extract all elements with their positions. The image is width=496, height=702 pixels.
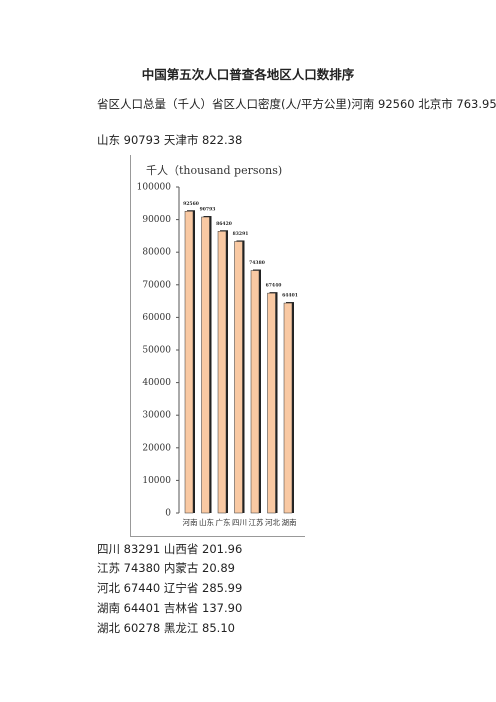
- text-line: 四川 83291 山西省 201.96: [97, 542, 243, 556]
- x-tick-label: 湖南: [282, 517, 297, 527]
- paragraph: 山东 90793 天津市 822.38: [97, 133, 243, 147]
- y-tick-label: 30000: [142, 411, 171, 421]
- y-tick-label: 0: [165, 509, 171, 519]
- x-tick-label: 江苏: [249, 517, 264, 527]
- x-tick-label: 山东: [199, 517, 214, 527]
- text-line: 河北 67440 辽宁省 285.99: [97, 581, 243, 595]
- bar: [234, 241, 243, 514]
- chart-title: 千人（thousand persons): [146, 164, 282, 177]
- bar: [217, 231, 227, 514]
- value-label: 67440: [266, 283, 282, 289]
- x-tick-label: 河北: [265, 518, 280, 527]
- text-line: 江苏 74380 内蒙古 20.89: [97, 561, 235, 575]
- value-label: 92560: [183, 201, 199, 207]
- y-tick-label: 90000: [142, 215, 171, 225]
- value-label: 83291: [233, 231, 249, 237]
- x-tick-label: 广东: [216, 517, 231, 527]
- doc-title: 中国第五次人口普查各地区人口数排序: [141, 67, 355, 82]
- y-tick-label: 60000: [142, 313, 171, 323]
- y-tick-label: 70000: [142, 280, 171, 290]
- bar: [201, 216, 210, 514]
- bar: [250, 270, 260, 514]
- text-line: 湖北 60278 黑龙江 85.10: [97, 621, 235, 635]
- value-label: 74380: [249, 260, 265, 266]
- text-line: 湖南 64401 吉林省 137.90: [97, 601, 243, 615]
- y-tick-label: 80000: [142, 248, 171, 258]
- bar: [184, 211, 194, 514]
- y-tick-label: 10000: [142, 476, 171, 486]
- chart: 千人（thousand persons) 0 10000 20000 30000 400…: [130, 155, 305, 537]
- bar: [267, 292, 276, 514]
- x-tick-label: 河南: [183, 517, 198, 527]
- paragraph: 省区人口总量（千人）省区人口密度(人/平方公里)河南 92560 北京市 763…: [97, 97, 496, 111]
- y-tick-label: 20000: [142, 443, 171, 453]
- y-tick-label: 40000: [142, 378, 171, 388]
- bar: [283, 302, 293, 514]
- value-label: 86420: [216, 221, 232, 227]
- value-label: 90793: [200, 207, 216, 213]
- value-label: 64401: [282, 293, 298, 299]
- x-tick-label: 四川: [232, 518, 247, 527]
- y-tick-label: 100000: [137, 183, 172, 193]
- y-tick-label: 50000: [142, 346, 171, 356]
